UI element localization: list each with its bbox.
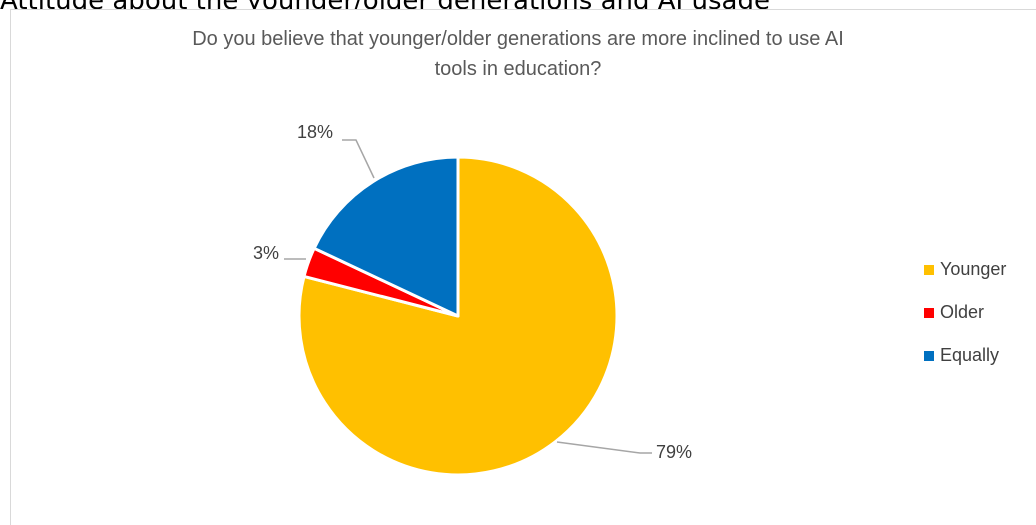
legend-swatch-older (924, 308, 934, 318)
chart-title-line-2: tools in education? (434, 58, 602, 80)
legend-swatch-younger (924, 265, 934, 275)
data-label-younger: 79% (656, 442, 692, 462)
chart-title: Do you believe that younger/older genera… (0, 24, 1036, 84)
legend-label-older: Older (940, 302, 984, 322)
chart-legend: Younger Older Equally (924, 259, 1006, 365)
legend-label-younger: Younger (940, 259, 1006, 279)
pie-slice-equally (312, 155, 460, 318)
leader-lines (284, 139, 652, 454)
pie-slices (297, 155, 619, 477)
chart-title-line-1: Do you believe that younger/older genera… (192, 28, 844, 50)
leader-line-equally (342, 139, 375, 179)
legend-label-equally: Equally (940, 345, 999, 365)
leader-line-younger (556, 441, 652, 454)
data-label-older: 3% (253, 243, 279, 263)
legend-swatch-equally (924, 351, 934, 361)
data-label-equally: 18% (297, 122, 333, 142)
data-labels: 79% 3% 18% (253, 122, 692, 462)
